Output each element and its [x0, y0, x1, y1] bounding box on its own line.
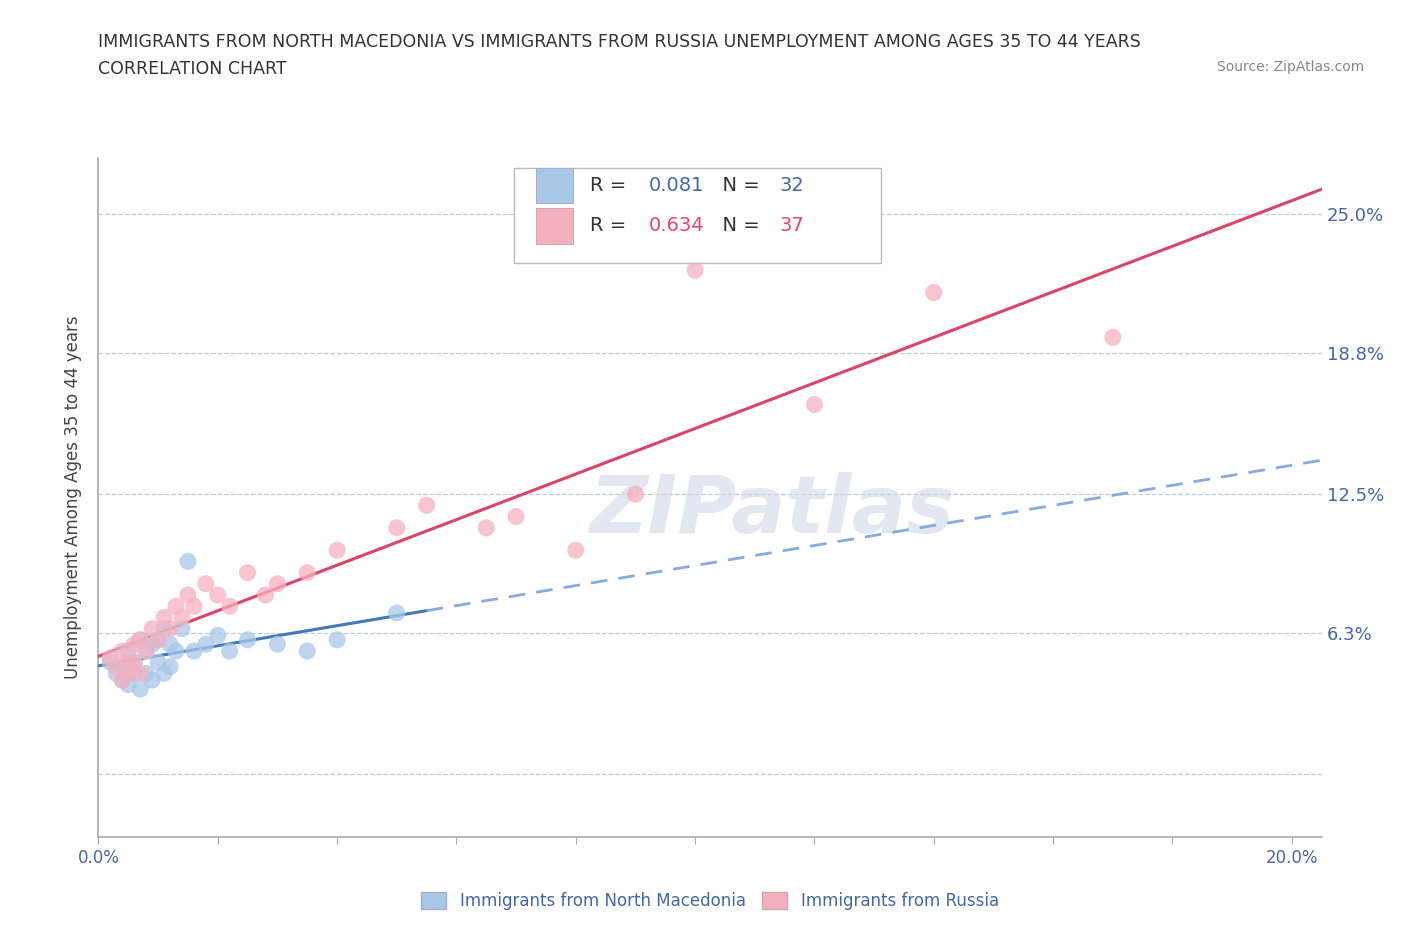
Point — [153, 610, 176, 625]
Point — [117, 644, 139, 658]
Point — [1101, 330, 1123, 345]
Point — [98, 650, 121, 665]
Text: N =: N = — [710, 217, 766, 235]
Text: R =: R = — [591, 176, 633, 194]
Point — [624, 486, 647, 501]
Text: 0.634: 0.634 — [650, 217, 704, 235]
Point — [141, 621, 163, 636]
Point — [194, 637, 217, 652]
Point — [565, 543, 588, 558]
Point — [254, 588, 277, 603]
Point — [122, 666, 145, 681]
Point — [98, 655, 121, 670]
Point — [207, 588, 229, 603]
Point — [218, 644, 240, 658]
Point — [122, 655, 145, 670]
Point — [117, 666, 139, 681]
Point — [183, 599, 205, 614]
Point — [122, 637, 145, 652]
Legend: Immigrants from North Macedonia, Immigrants from Russia: Immigrants from North Macedonia, Immigra… — [415, 885, 1005, 917]
Bar — [536, 167, 574, 203]
Point — [326, 543, 349, 558]
Point — [177, 588, 200, 603]
Point — [117, 655, 139, 670]
Point — [141, 672, 163, 687]
Point — [165, 599, 187, 614]
Point — [141, 637, 163, 652]
Text: 37: 37 — [780, 217, 804, 235]
Point — [177, 554, 200, 569]
Point — [111, 644, 134, 658]
Point — [326, 632, 349, 647]
Point — [297, 565, 319, 580]
Text: 0.081: 0.081 — [650, 176, 704, 194]
Point — [135, 644, 157, 658]
Point — [415, 498, 437, 512]
Point — [129, 666, 152, 681]
Point — [236, 632, 259, 647]
Point — [922, 286, 945, 300]
Point — [159, 637, 181, 652]
Point — [153, 621, 176, 636]
Text: CORRELATION CHART: CORRELATION CHART — [98, 60, 287, 78]
Point — [683, 262, 706, 277]
Point — [170, 610, 193, 625]
Text: IMMIGRANTS FROM NORTH MACEDONIA VS IMMIGRANTS FROM RUSSIA UNEMPLOYMENT AMONG AGE: IMMIGRANTS FROM NORTH MACEDONIA VS IMMIG… — [98, 33, 1142, 50]
Point — [135, 644, 157, 658]
Point — [129, 632, 152, 647]
Point — [159, 621, 181, 636]
Point — [165, 644, 187, 658]
Point — [183, 644, 205, 658]
Point — [266, 577, 288, 591]
Point — [385, 605, 408, 620]
Point — [159, 659, 181, 674]
Point — [135, 666, 157, 681]
Point — [153, 666, 176, 681]
Point — [385, 521, 408, 536]
Point — [146, 632, 169, 647]
Point — [111, 672, 134, 687]
Bar — [536, 208, 574, 244]
Point — [207, 628, 229, 643]
Point — [129, 682, 152, 697]
Point — [803, 397, 825, 412]
Point — [105, 659, 128, 674]
Point — [146, 632, 169, 647]
Point — [111, 659, 134, 674]
Point — [122, 655, 145, 670]
Text: Source: ZipAtlas.com: Source: ZipAtlas.com — [1216, 60, 1364, 74]
Point — [236, 565, 259, 580]
Point — [146, 655, 169, 670]
Y-axis label: Unemployment Among Ages 35 to 44 years: Unemployment Among Ages 35 to 44 years — [65, 316, 83, 679]
Text: R =: R = — [591, 217, 633, 235]
Text: ZIPatlas: ZIPatlas — [589, 472, 953, 551]
Text: 32: 32 — [780, 176, 804, 194]
Point — [129, 632, 152, 647]
Point — [170, 621, 193, 636]
Point — [105, 666, 128, 681]
Text: N =: N = — [710, 176, 766, 194]
Point — [218, 599, 240, 614]
FancyBboxPatch shape — [515, 168, 882, 263]
Point — [297, 644, 319, 658]
Point — [111, 672, 134, 687]
Point — [194, 577, 217, 591]
Point — [505, 509, 527, 524]
Point — [117, 677, 139, 692]
Point — [266, 637, 288, 652]
Point — [475, 521, 498, 536]
